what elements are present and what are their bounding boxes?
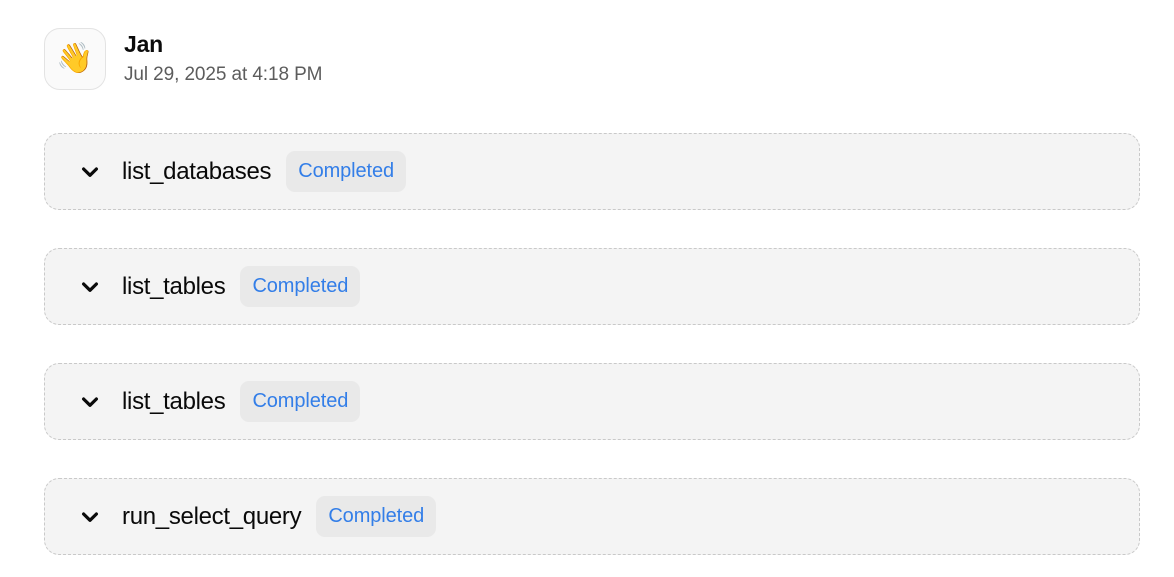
tool-name: list_tables: [122, 387, 226, 415]
status-badge: Completed: [240, 381, 361, 422]
status-badge: Completed: [240, 266, 361, 307]
avatar: 👋: [44, 28, 106, 90]
tool-call-list: list_databases Completed list_tables Com…: [44, 133, 1140, 555]
status-badge: Completed: [286, 151, 407, 192]
tool-call-card[interactable]: list_databases Completed: [44, 133, 1140, 210]
message-meta: Jan Jul 29, 2025 at 4:18 PM: [124, 28, 322, 88]
chevron-down-icon[interactable]: [79, 276, 101, 298]
tool-call-card[interactable]: list_tables Completed: [44, 248, 1140, 325]
chevron-down-icon[interactable]: [79, 391, 101, 413]
tool-call-card[interactable]: list_tables Completed: [44, 363, 1140, 440]
status-badge: Completed: [316, 496, 437, 537]
tool-name: run_select_query: [122, 502, 302, 530]
tool-name: list_tables: [122, 272, 226, 300]
chevron-down-icon[interactable]: [79, 506, 101, 528]
message-header: 👋 Jan Jul 29, 2025 at 4:18 PM: [44, 28, 322, 90]
waving-hand-emoji: 👋: [56, 42, 94, 75]
message-timestamp: Jul 29, 2025 at 4:18 PM: [124, 64, 323, 85]
tool-name: list_databases: [122, 157, 272, 185]
chevron-down-icon[interactable]: [79, 161, 101, 183]
sender-name: Jan: [124, 31, 164, 57]
tool-call-card[interactable]: run_select_query Completed: [44, 478, 1140, 555]
